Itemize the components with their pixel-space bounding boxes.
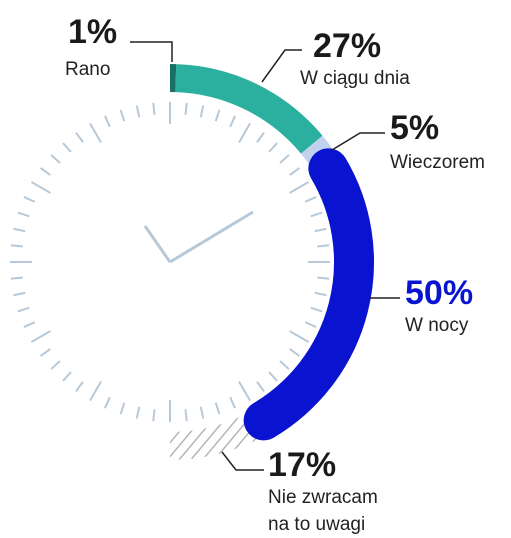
clock-tick <box>289 181 310 194</box>
clock-tick <box>268 371 278 382</box>
category-label: Wieczorem <box>390 152 485 173</box>
leader-line <box>331 132 385 151</box>
minute-hand <box>169 210 254 264</box>
clock-tick <box>317 244 330 248</box>
value-label: 1% <box>68 13 117 51</box>
clock-tick <box>23 196 36 203</box>
clock-tick <box>256 131 265 143</box>
clock-tick <box>75 131 84 143</box>
clock-tick <box>256 381 265 393</box>
clock-tick <box>268 142 278 153</box>
clock-tick <box>30 330 51 343</box>
clock-tick <box>135 406 141 419</box>
clock-tick <box>17 211 30 218</box>
clock-tick <box>135 105 141 118</box>
category-label: W ciągu dnia <box>300 68 410 89</box>
clock-tick <box>314 291 327 297</box>
leader-line <box>130 41 173 62</box>
clock-tick <box>310 211 323 218</box>
segment-arc <box>243 148 374 441</box>
clock-tick <box>62 142 72 153</box>
clock-tick <box>119 402 126 415</box>
hour-hand <box>143 225 172 263</box>
clock-tick <box>13 227 26 233</box>
clock-tick <box>199 406 205 419</box>
clock-tick <box>289 167 301 176</box>
clock-tick <box>89 122 102 143</box>
clock-tick <box>104 115 111 128</box>
clock-tick <box>199 105 205 118</box>
clock-tick <box>30 181 51 194</box>
category-label: Nie zwracam na to uwagi <box>268 487 378 535</box>
clock-tick <box>238 381 251 402</box>
clock-tick <box>314 227 327 233</box>
clock-tick <box>10 244 23 248</box>
clock-tick <box>152 409 156 422</box>
clock-tick <box>229 115 236 128</box>
clock-tick <box>10 276 23 280</box>
category-label: W nocy <box>405 315 469 336</box>
clock-tick <box>39 348 51 357</box>
clock-tick <box>75 381 84 393</box>
clock-tick <box>119 109 126 122</box>
clock-tick <box>238 122 251 143</box>
leader-line <box>261 49 302 83</box>
clock-tick <box>152 102 156 115</box>
clock-tick <box>304 196 317 203</box>
clock-tick <box>289 348 301 357</box>
leader-line <box>221 451 264 471</box>
clock-tick <box>289 330 310 343</box>
segment-arc <box>175 64 323 154</box>
clock-tick <box>13 291 26 297</box>
clock-tick <box>23 321 36 328</box>
clock-tick <box>50 360 61 370</box>
value-label: 50% <box>405 274 473 312</box>
category-label: Rano <box>65 59 110 80</box>
clock-tick <box>279 154 290 164</box>
value-label: 27% <box>313 27 381 65</box>
clock-tick <box>50 154 61 164</box>
clock-tick <box>304 321 317 328</box>
clock-tick <box>317 276 330 280</box>
clock-tick <box>214 109 221 122</box>
clock-tick <box>279 360 290 370</box>
clock-tick <box>229 396 236 409</box>
clock-tick <box>17 306 30 313</box>
clock-tick <box>62 371 72 382</box>
clock-tick <box>214 402 221 415</box>
value-label: 17% <box>268 446 336 484</box>
clock-tick <box>104 396 111 409</box>
clock-tick <box>39 167 51 176</box>
value-label: 5% <box>390 109 439 147</box>
clock-tick <box>184 102 188 115</box>
clock-ticks <box>10 102 330 422</box>
clock-tick <box>310 306 323 313</box>
clock-tick <box>89 381 102 402</box>
clock-tick <box>184 409 188 422</box>
